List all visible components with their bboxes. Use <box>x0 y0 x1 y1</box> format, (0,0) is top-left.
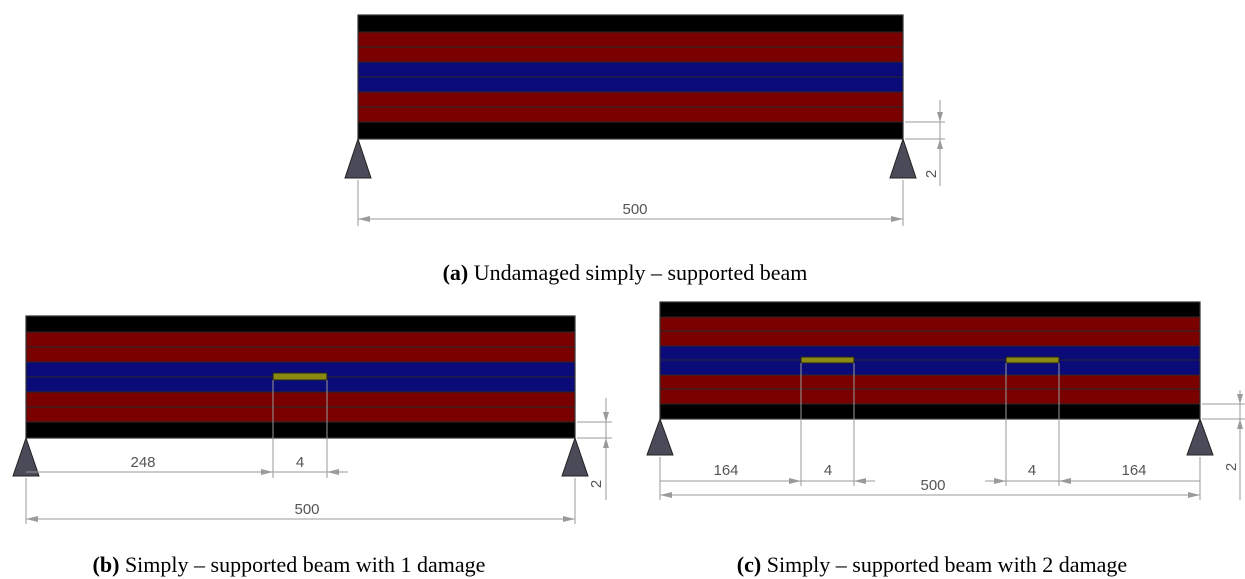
caption-c-label: (c) <box>737 552 761 577</box>
beam-b-layer-7 <box>26 407 575 422</box>
span-label-a: 500 <box>622 201 647 218</box>
beam-a-layer-8 <box>358 122 903 139</box>
beam-b-layer-4 <box>26 362 575 377</box>
span-label-c: 500 <box>920 477 945 494</box>
beam-a <box>357 14 904 140</box>
beam-b-layer-8 <box>26 422 575 438</box>
caption-a: (a) Undamaged simply – supported beam <box>443 260 808 285</box>
figure-a: 500 2 (a) Undamaged simply – supported b… <box>344 14 945 285</box>
dim-left-c: 164 <box>713 462 738 479</box>
caption-a-text: Undamaged simply – supported beam <box>468 260 807 285</box>
side-label-b: 2 <box>588 480 605 488</box>
caption-b-label: (b) <box>93 552 120 577</box>
beam-b-layer-5 <box>26 377 575 392</box>
figure-c: 164 4 4 164 500 2 (c) Simply – supported… <box>646 301 1245 577</box>
side-label-c: 2 <box>1223 463 1240 471</box>
damage-c-2 <box>1005 356 1060 364</box>
beam-b <box>25 315 576 439</box>
beam-b-layer-2 <box>26 332 575 347</box>
dim-damage-b: 4 <box>296 454 304 471</box>
support-c-left <box>646 417 674 456</box>
caption-c: (c) Simply – supported beam with 2 damag… <box>737 552 1127 577</box>
dim-right-c: 164 <box>1121 462 1146 479</box>
caption-c-text: Simply – supported beam with 2 damage <box>761 552 1127 577</box>
beam-c <box>659 301 1201 420</box>
beam-a-layer-3 <box>358 47 903 62</box>
beam-a-layer-1 <box>358 15 903 32</box>
beam-c-layer-5 <box>660 360 1200 375</box>
beam-c-layer-8 <box>660 404 1200 419</box>
beam-a-layer-7 <box>358 107 903 122</box>
support-c-right <box>1186 417 1214 456</box>
dim-damage-c-2: 4 <box>1028 462 1036 479</box>
caption-b-text: Simply – supported beam with 1 damage <box>119 552 485 577</box>
beam-b-layer-1 <box>26 316 575 332</box>
beam-c-layer-1 <box>660 302 1200 317</box>
support-a-left <box>344 137 372 179</box>
damage-b <box>272 372 328 381</box>
beam-a-layer-5 <box>358 77 903 92</box>
beam-c-layer-7 <box>660 389 1200 404</box>
dim-damage-c-1: 4 <box>824 462 832 479</box>
beam-a-layer-4 <box>358 62 903 77</box>
beam-c-layer-2 <box>660 317 1200 331</box>
beam-c-layer-3 <box>660 331 1200 346</box>
beam-a-layer-2 <box>358 32 903 47</box>
beam-b-layer-6 <box>26 392 575 407</box>
dim-left-b: 248 <box>130 454 155 471</box>
support-a-right <box>889 137 917 179</box>
span-label-b: 500 <box>294 501 319 518</box>
caption-b: (b) Simply – supported beam with 1 damag… <box>93 552 486 577</box>
caption-a-label: (a) <box>443 260 469 285</box>
beam-c-layer-6 <box>660 375 1200 389</box>
support-b-right <box>561 436 589 477</box>
beam-a-layer-6 <box>358 92 903 107</box>
support-b-left <box>12 436 40 477</box>
beam-c-layer-4 <box>660 346 1200 360</box>
side-label-a: 2 <box>923 170 940 178</box>
beam-b-layer-3 <box>26 347 575 362</box>
damage-c-1 <box>800 356 855 364</box>
figure-b: 248 4 500 2 (b) Simply – supported beam … <box>12 315 612 577</box>
